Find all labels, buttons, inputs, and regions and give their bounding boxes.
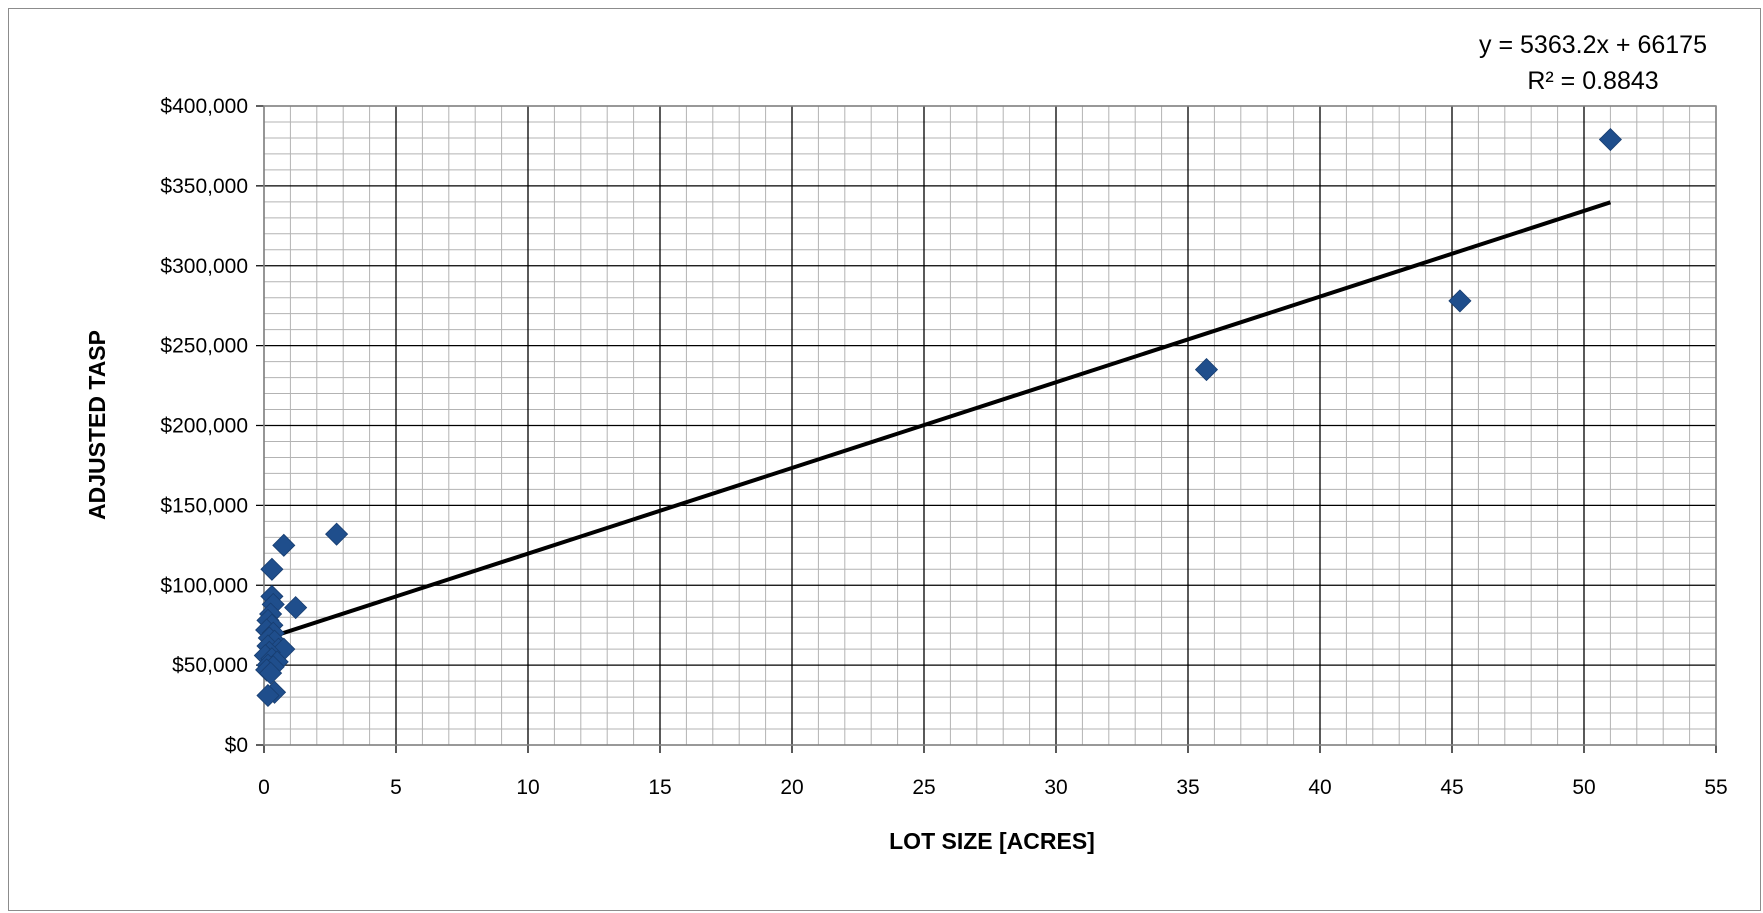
x-tick-label: 15 [648, 776, 671, 799]
y-tick-label: $300,000 [160, 255, 248, 278]
x-tick-label: 20 [780, 776, 803, 799]
y-tick-label: $200,000 [160, 415, 248, 438]
x-axis-ticks: 0 5 10 15 20 25 30 35 40 45 50 55 [258, 776, 1728, 799]
y-tick-label: $50,000 [172, 654, 248, 677]
x-tick-label: 35 [1176, 776, 1199, 799]
y-tick-label: $150,000 [160, 494, 248, 517]
x-tick-label: 0 [258, 776, 270, 799]
data-point [272, 533, 296, 557]
x-tick-label: 55 [1704, 776, 1727, 799]
x-tick-label: 45 [1440, 776, 1463, 799]
data-point [1194, 358, 1219, 382]
data-point [1448, 289, 1472, 313]
data-point [260, 557, 284, 581]
y-axis-title: ADJUSTED TASP [84, 330, 110, 520]
data-point [284, 596, 308, 620]
y-tick-label: $400,000 [160, 95, 248, 118]
y-axis-ticks: $0 $50,000 $100,000 $150,000 $200,000 $250,00… [160, 95, 248, 757]
x-axis-title: LOT SIZE [ACRES] [889, 828, 1095, 854]
trendline-r-squared: R² = 0.8843 [1527, 67, 1658, 95]
x-tick-label: 5 [390, 776, 402, 799]
y-tick-label: $100,000 [160, 574, 248, 597]
data-point [256, 683, 280, 708]
data-points [253, 127, 1622, 708]
x-tick-label: 40 [1308, 776, 1331, 799]
x-tick-label: 25 [912, 776, 935, 799]
data-point [1598, 127, 1622, 152]
x-tick-label: 30 [1044, 776, 1067, 799]
chart-frame [8, 8, 1761, 911]
x-tick-label: 50 [1572, 776, 1595, 799]
y-tick-label: $250,000 [160, 335, 248, 358]
trendline-equation: y = 5363.2x + 66175 [1479, 31, 1707, 59]
y-tick-label: $350,000 [160, 175, 248, 198]
trendline [263, 200, 1612, 642]
data-point [325, 522, 349, 546]
y-tick-label: $0 [225, 734, 248, 757]
x-tick-label: 10 [516, 776, 539, 799]
plot-area-border [263, 105, 1717, 746]
data-point [259, 661, 283, 685]
